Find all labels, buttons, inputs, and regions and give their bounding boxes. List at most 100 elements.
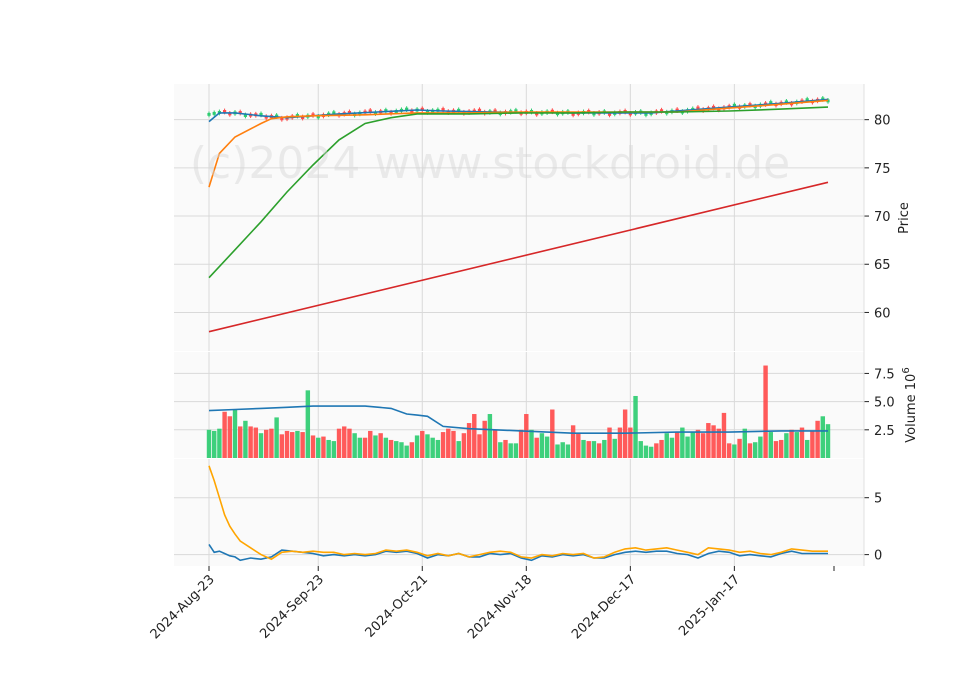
volume-bar bbox=[373, 435, 378, 458]
volume-bar bbox=[752, 442, 758, 458]
volume-bar bbox=[565, 444, 571, 458]
volume-bar bbox=[357, 437, 363, 458]
volume-bar bbox=[789, 429, 794, 458]
volume-bar bbox=[352, 433, 357, 458]
candle-body bbox=[301, 116, 305, 119]
candle-body bbox=[441, 108, 445, 111]
candle-body bbox=[696, 106, 700, 110]
volume-bar bbox=[758, 436, 763, 458]
candle-body bbox=[592, 112, 596, 116]
candle-body bbox=[477, 108, 482, 112]
volume-bar bbox=[784, 433, 789, 458]
volume-bar bbox=[810, 430, 815, 458]
volume-y-tick-label: 5.0 bbox=[874, 396, 895, 411]
volume-bar bbox=[732, 444, 737, 458]
volume-bar bbox=[217, 428, 222, 458]
volume-bar bbox=[508, 443, 513, 458]
volume-bar bbox=[576, 433, 581, 458]
candle-body bbox=[384, 109, 388, 113]
volume-axis-label: Volume 106 bbox=[901, 367, 919, 442]
volume-bar bbox=[825, 424, 831, 458]
x-tick-label: 2024-Aug-23 bbox=[148, 572, 218, 642]
candle-body bbox=[259, 112, 263, 116]
candle-body bbox=[784, 100, 788, 104]
candle-body bbox=[243, 114, 248, 117]
price-axis-label: Price bbox=[897, 202, 912, 234]
candle-body bbox=[628, 112, 632, 116]
volume-bar bbox=[711, 425, 716, 458]
volume-bar bbox=[492, 429, 498, 458]
volume-bar bbox=[420, 430, 425, 458]
volume-bar bbox=[310, 435, 316, 458]
watermark: (c)2024 www.stockdroid.de bbox=[190, 138, 790, 189]
price-panel-bg bbox=[174, 84, 864, 351]
oscillator-y-tick-label: 0 bbox=[874, 549, 882, 564]
volume-bar bbox=[440, 432, 446, 458]
candle-body bbox=[311, 113, 315, 117]
volume-bar bbox=[820, 416, 826, 458]
volume-bar bbox=[409, 442, 415, 458]
candle-body bbox=[238, 111, 242, 114]
volume-bar bbox=[555, 444, 560, 458]
oscillator-y-tick-label: 5 bbox=[874, 492, 882, 507]
volume-bar bbox=[721, 412, 727, 458]
volume-bar bbox=[290, 432, 295, 458]
x-tick-label: 2024-Sep-23 bbox=[257, 572, 327, 642]
volume-bar bbox=[747, 443, 753, 458]
candle-body bbox=[316, 115, 320, 119]
volume-bar bbox=[347, 428, 352, 458]
volume-bar bbox=[472, 414, 477, 458]
volume-bar bbox=[690, 432, 695, 458]
candle-body bbox=[228, 112, 232, 116]
volume-bar bbox=[742, 428, 747, 458]
volume-bar bbox=[534, 437, 539, 458]
oscillator-line-2 bbox=[208, 465, 828, 561]
volume-bar bbox=[643, 445, 649, 458]
volume-bar bbox=[815, 420, 820, 458]
candle-body bbox=[446, 110, 450, 114]
volume-bar bbox=[570, 425, 576, 458]
oscillator-line-1 bbox=[208, 543, 828, 562]
volume-bar bbox=[232, 409, 238, 458]
volume-bar bbox=[503, 439, 508, 458]
volume-bar bbox=[237, 426, 243, 458]
volume-bar bbox=[664, 433, 669, 458]
candle-body bbox=[571, 112, 575, 116]
candle-body bbox=[732, 103, 736, 107]
volume-bar bbox=[342, 426, 347, 458]
candle-body bbox=[805, 98, 809, 102]
volume-bar bbox=[524, 414, 529, 458]
volume-bar bbox=[326, 439, 331, 458]
candle-body bbox=[373, 111, 378, 115]
price-y-tick-label: 70 bbox=[874, 210, 891, 225]
candle-body bbox=[275, 114, 279, 118]
volume-bar bbox=[368, 430, 373, 458]
volume-bar bbox=[628, 427, 633, 458]
volume-bar bbox=[773, 441, 779, 458]
volume-bar bbox=[602, 439, 607, 458]
candle-body bbox=[212, 111, 216, 115]
price-y-tick-label: 65 bbox=[874, 258, 891, 273]
candle-body bbox=[347, 110, 352, 114]
volume-bar bbox=[726, 443, 732, 458]
price-y-tick-label: 80 bbox=[874, 114, 891, 129]
volume-bar bbox=[425, 434, 430, 458]
volume-bar bbox=[466, 423, 472, 458]
candle-body bbox=[457, 108, 461, 112]
volume-bar bbox=[404, 445, 409, 458]
volume-bar bbox=[700, 433, 706, 458]
volume-bar bbox=[227, 416, 233, 458]
volume-bar bbox=[362, 437, 368, 458]
volume-bar bbox=[461, 433, 467, 458]
volume-bar bbox=[648, 446, 654, 458]
volume-bar bbox=[487, 414, 493, 458]
volume-bar bbox=[685, 436, 690, 458]
volume-bar bbox=[383, 437, 389, 458]
volume-bar bbox=[482, 420, 487, 458]
volume-axis-exponent: 6 bbox=[901, 367, 912, 373]
volume-bar bbox=[591, 441, 597, 458]
candle-body bbox=[659, 109, 664, 113]
volume-bar bbox=[768, 432, 773, 458]
candle-body bbox=[295, 114, 300, 117]
volume-bar bbox=[477, 434, 482, 458]
